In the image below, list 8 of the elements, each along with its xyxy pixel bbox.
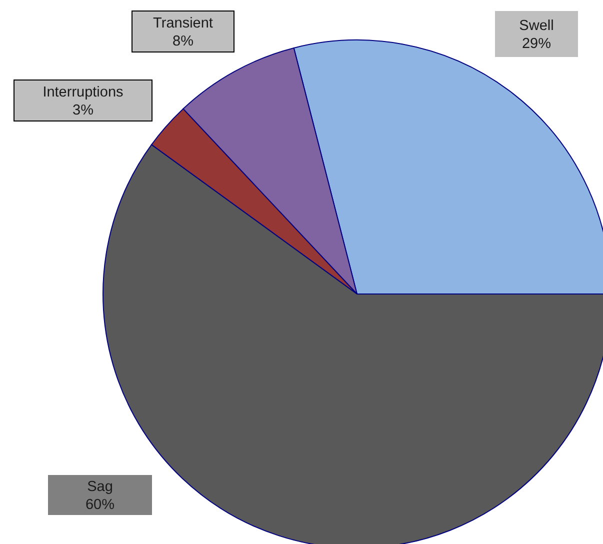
data-label: 3% bbox=[72, 102, 94, 118]
data-label: 29% bbox=[522, 36, 552, 52]
slice-label: Sag bbox=[87, 479, 113, 495]
slice-label: Transient bbox=[153, 16, 213, 32]
slice-label: Swell bbox=[519, 18, 554, 34]
slice-label: Interruptions bbox=[42, 84, 124, 100]
data-label: 8% bbox=[172, 34, 194, 50]
data-label: 60% bbox=[85, 497, 115, 513]
